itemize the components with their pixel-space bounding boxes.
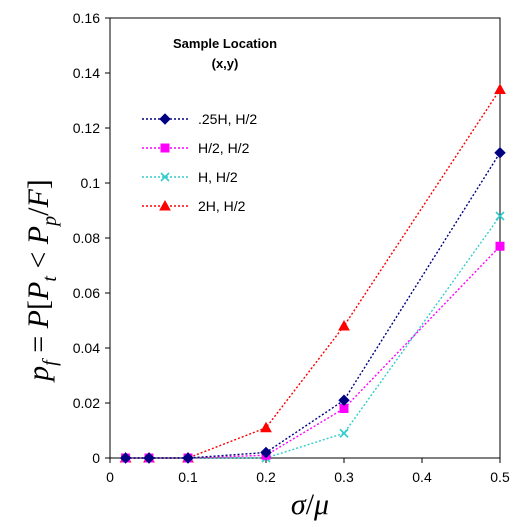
legend-marker <box>160 143 170 153</box>
legend-label: .25H, H/2 <box>198 111 257 127</box>
y-label-P2: P <box>22 282 55 301</box>
data-point <box>119 452 132 464</box>
legend: Sample Location (x,y) .25H, H/2 H/2, H/2 H… <box>142 36 277 214</box>
legend-marker <box>159 113 171 125</box>
data-point <box>338 319 350 331</box>
y-tick-label: 0 <box>92 450 100 466</box>
y-label-lb: [ <box>22 300 55 310</box>
data-point <box>260 421 272 433</box>
y-tick-label: 0.12 <box>73 120 100 136</box>
y-label-P1: P <box>22 310 55 329</box>
y-tick-label: 0.08 <box>73 230 100 246</box>
y-tick-label: 0.1 <box>81 175 101 191</box>
x-tick-label: 0 <box>106 469 114 485</box>
x-label-slash: / <box>306 488 315 521</box>
series-line <box>125 215 501 459</box>
series-line <box>125 152 501 459</box>
data-point <box>260 446 272 459</box>
x-tick-label: 0.5 <box>490 469 510 485</box>
y-tick-label: 0.06 <box>73 285 100 301</box>
y-axis-label: pf = P[Pt < Pp/F] <box>22 179 61 383</box>
y-label-sub-f: f <box>39 358 61 366</box>
y-tick-label: 0.16 <box>73 10 100 26</box>
x-tick-label: 0.4 <box>412 469 432 485</box>
legend-label: 2H, H/2 <box>198 198 246 214</box>
y-tick-label: 0.14 <box>73 65 100 81</box>
series-line <box>125 89 501 459</box>
y-label-rb: ] <box>22 179 55 189</box>
y-label-P3: P <box>22 226 55 245</box>
data-point <box>495 241 505 251</box>
y-label-F: F <box>22 189 55 209</box>
legend-label: H/2, H/2 <box>198 140 250 156</box>
y-label-eq: = <box>22 328 55 360</box>
data-point <box>494 83 506 94</box>
y-tick-label: 0.02 <box>73 395 100 411</box>
plot-frame <box>109 17 501 459</box>
data-point <box>338 394 350 406</box>
y-label-slash: / <box>22 207 55 216</box>
plot-area: 0 0.02 0.04 0.06 0.08 0.1 0.12 0.14 0.16 0 0.1 0.2 0… <box>73 10 510 485</box>
legend-title-line1: Sample Location <box>173 36 277 51</box>
legend-marker <box>160 172 170 182</box>
legend-marker <box>159 199 171 211</box>
data-point <box>494 147 506 159</box>
x-tick-label: 0.1 <box>178 469 198 485</box>
legend-label: H, H/2 <box>198 169 238 185</box>
y-label-p: p <box>22 366 55 383</box>
x-axis-label: σ/μ <box>291 488 329 521</box>
y-label-sub-t: t <box>39 276 61 282</box>
x-label-sigma: σ <box>291 488 307 521</box>
data-point <box>339 428 349 438</box>
x-tick-label: 0.3 <box>334 469 354 485</box>
data-point <box>143 452 155 464</box>
y-tick-label: 0.04 <box>73 340 100 356</box>
y-label-sub-p: p <box>39 216 61 228</box>
x-label-mu: μ <box>313 488 329 521</box>
data-point <box>495 211 505 221</box>
legend-title-line2: (x,y) <box>212 56 239 71</box>
x-tick-label: 0.2 <box>256 469 276 485</box>
y-label-lt: < <box>22 244 55 276</box>
series-line <box>125 245 501 459</box>
data-point <box>182 452 194 464</box>
